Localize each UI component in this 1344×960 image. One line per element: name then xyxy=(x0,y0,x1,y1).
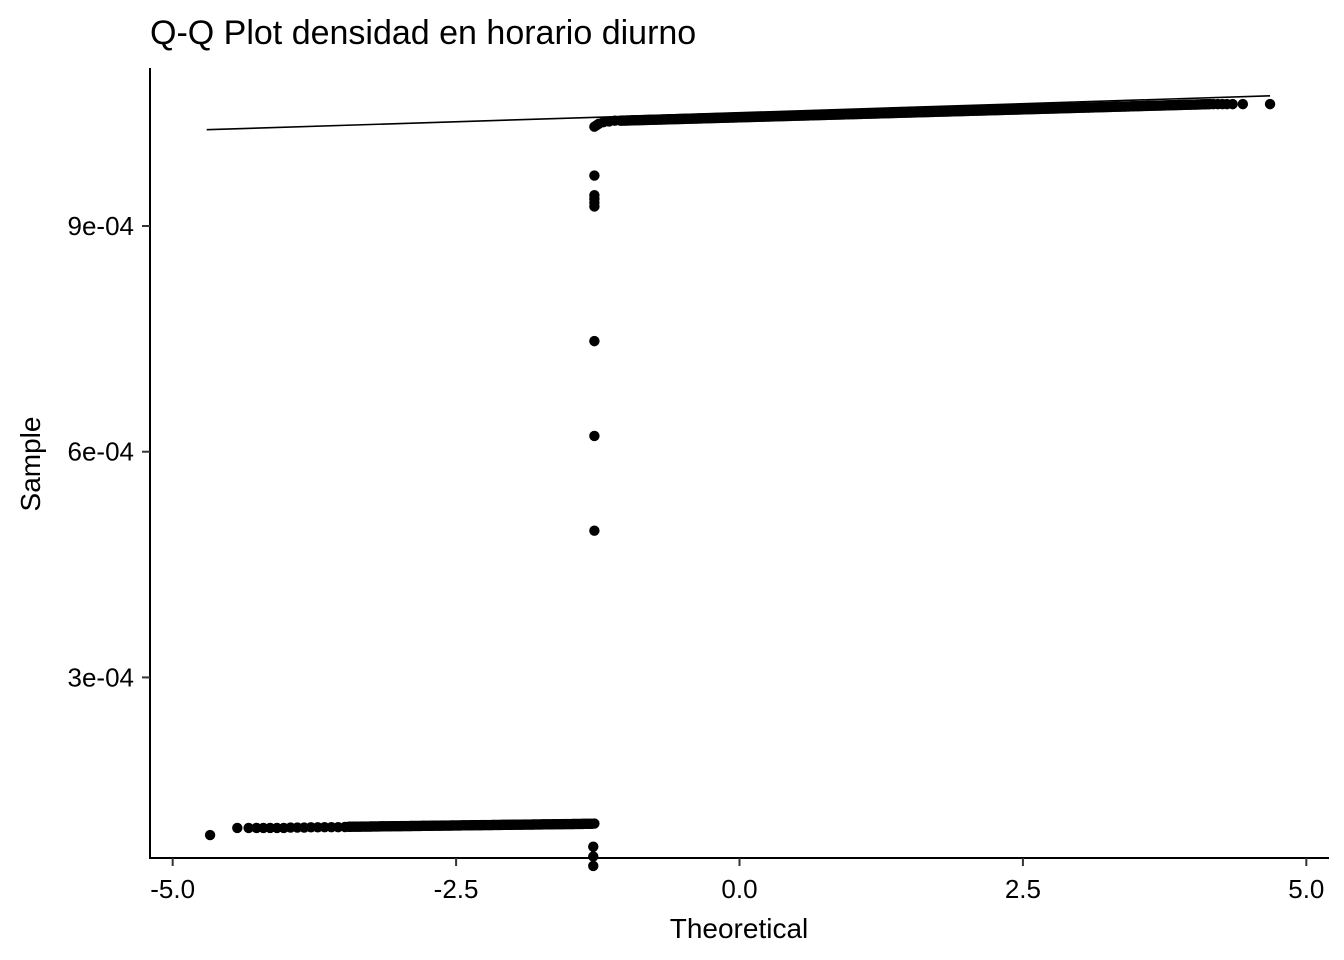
reference-line xyxy=(206,95,1271,131)
sample-point xyxy=(204,829,216,841)
x-tick-label: 5.0 xyxy=(1288,874,1324,904)
sample-point xyxy=(589,525,600,536)
sample-point xyxy=(232,822,243,834)
sample-point xyxy=(1264,98,1276,110)
chart-title: Q-Q Plot densidad en horario diurno xyxy=(150,14,696,52)
x-tick-label: 2.5 xyxy=(1005,874,1041,904)
x-tick-label: -2.5 xyxy=(434,874,479,904)
sample-point xyxy=(1237,98,1249,110)
sample-point xyxy=(588,860,599,872)
sample-point xyxy=(589,335,600,347)
x-tick-label: -5.0 xyxy=(150,874,195,904)
sample-point xyxy=(589,818,600,829)
sample-point xyxy=(609,115,620,126)
sample-point xyxy=(588,841,599,852)
sample-point xyxy=(589,170,600,181)
sample-point xyxy=(339,821,351,833)
sample-point xyxy=(1227,98,1238,110)
y-tick-label: 3e-04 xyxy=(68,662,135,692)
y-axis-title: Sample xyxy=(15,417,46,512)
sample-point xyxy=(588,851,599,862)
y-tick-label: 9e-04 xyxy=(68,211,135,241)
x-axis-ticks: -5.0 -2.5 0.0 2.5 5.0 xyxy=(150,858,1324,904)
y-tick-label: 6e-04 xyxy=(68,437,135,467)
sample-point xyxy=(243,822,254,834)
sample-point xyxy=(589,189,600,201)
x-axis-title: Theoretical xyxy=(670,913,809,944)
sample-points xyxy=(204,98,1276,872)
x-tick-label: 0.0 xyxy=(721,874,757,904)
point-clusters xyxy=(343,98,1216,832)
sample-point xyxy=(589,430,600,442)
y-axis-ticks: 3e-04 6e-04 9e-04 xyxy=(68,211,150,692)
